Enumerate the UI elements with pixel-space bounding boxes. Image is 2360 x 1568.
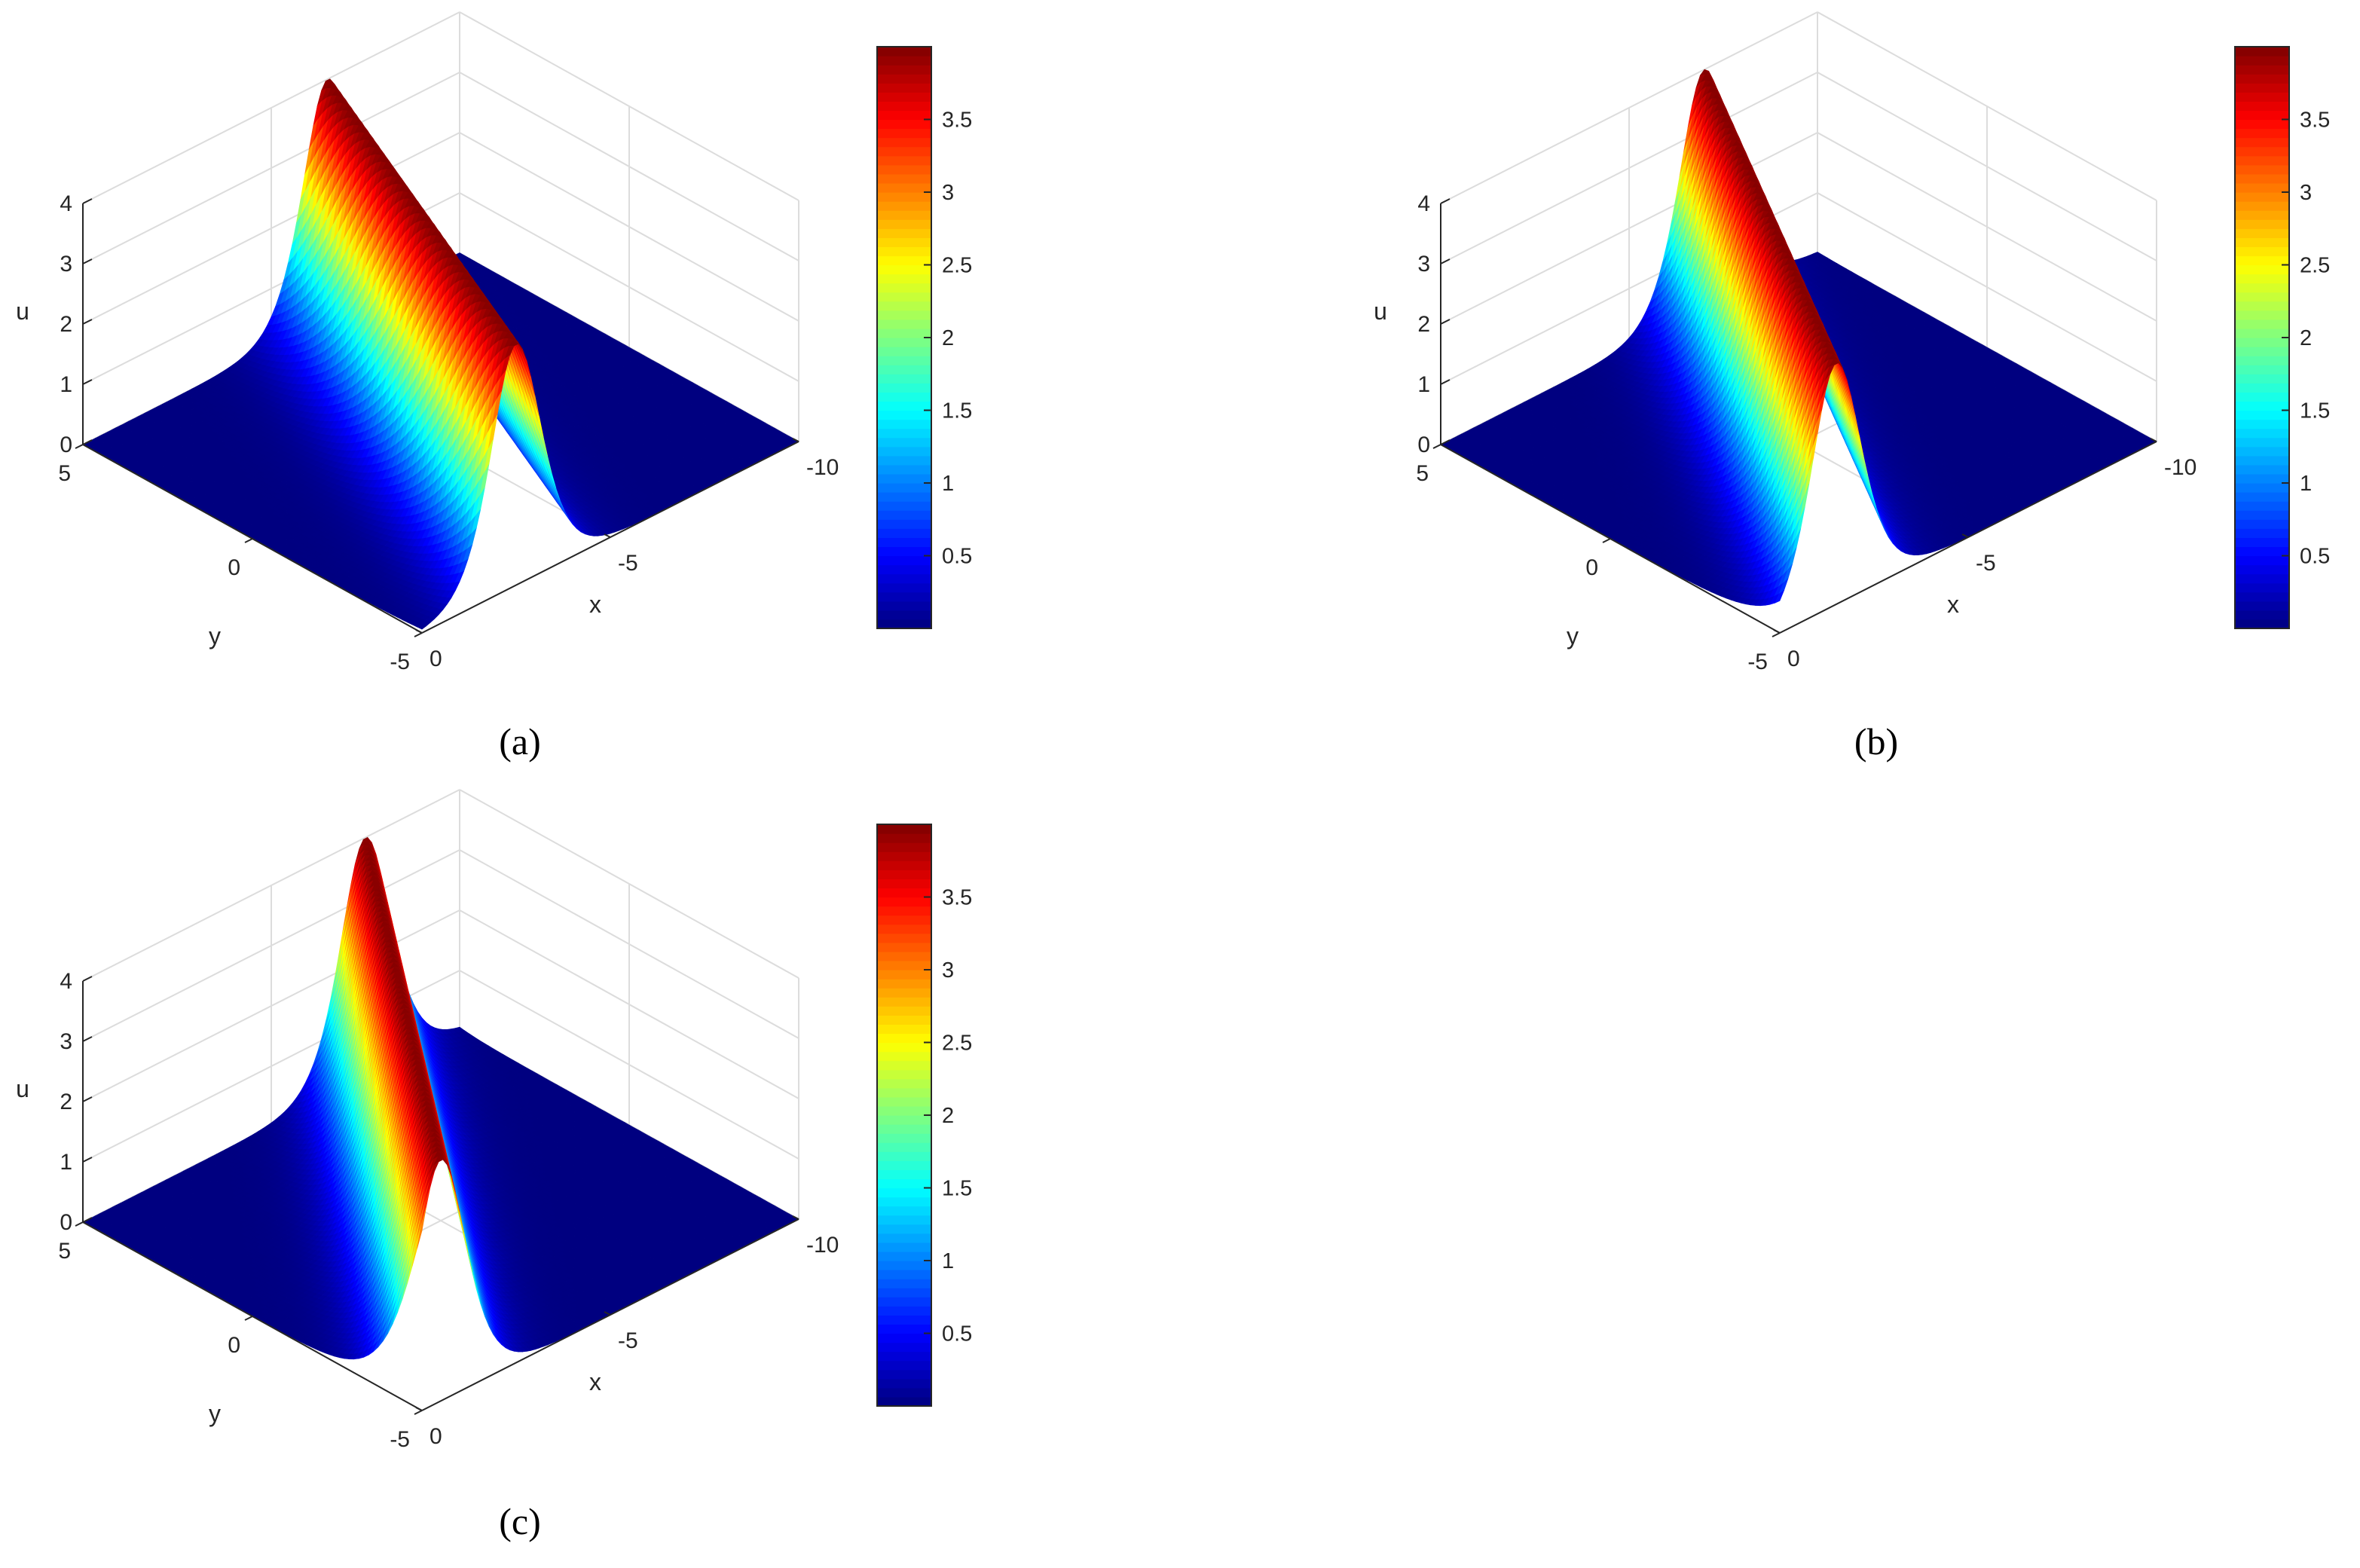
panel-a: 0 1 2 3 4 5 0 -5 -10 -5 0 u y x 0.5 1 1.5 2 2.5 3 3.5 [0,0,1055,753]
surface-mesh [82,78,799,630]
